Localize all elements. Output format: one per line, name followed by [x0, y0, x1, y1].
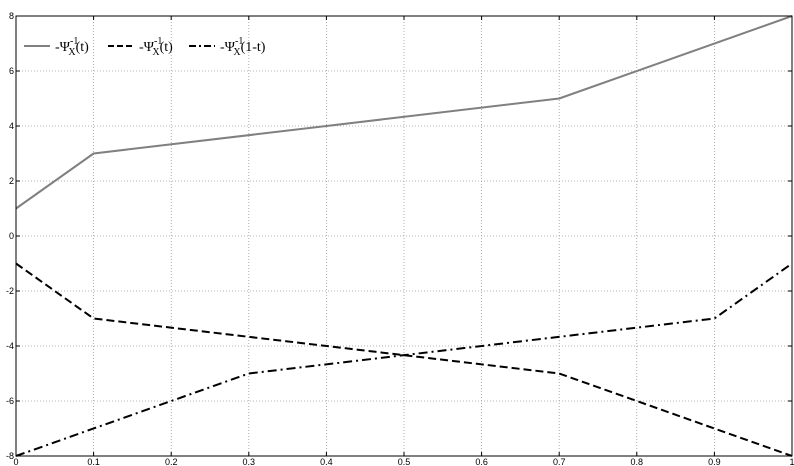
- legend-label-series-1: -Ψ-1 X(t): [55, 36, 89, 58]
- x-tick-label: 0.9: [708, 457, 721, 466]
- grid-lines: [16, 16, 792, 456]
- x-tick-label: 0.5: [398, 457, 411, 466]
- y-tick-label: 6: [9, 66, 14, 76]
- series-line-2: [15, 262, 793, 457]
- x-tick-label: 0.4: [320, 457, 333, 466]
- series-line-1: [15, 15, 793, 210]
- x-tick-label: 0.2: [165, 457, 178, 466]
- x-tick-label: 0: [13, 457, 18, 466]
- series-line-3: [15, 262, 793, 457]
- x-tick-label: 0.7: [553, 457, 566, 466]
- x-tick-label: 1: [789, 457, 794, 466]
- y-tick-label: -6: [6, 396, 14, 406]
- x-tick-label: 0.8: [631, 457, 644, 466]
- x-tick-label: 0.6: [475, 457, 488, 466]
- legend-label-series-3: -Ψ-1 X(1-t): [220, 36, 266, 58]
- y-tick-label: -4: [6, 341, 14, 351]
- x-tick-label: 0.1: [87, 457, 100, 466]
- y-tick-label: -8: [6, 451, 14, 461]
- y-tick-label: 2: [9, 176, 14, 186]
- legend-label-series-2: -Ψ-1 X(t): [139, 36, 173, 58]
- y-tick-label: 0: [9, 231, 14, 241]
- y-tick-label: 4: [9, 121, 14, 131]
- legend: -Ψ-1 X(t) -Ψ-1 X(t) -Ψ-1 X(1-t): [24, 36, 266, 58]
- axis-ticks: 0 0.1 0.2 0.3 0.4 0.5 0.6 0.7 0.8 0.9 1 -8 -6 -4 -2 0 2 4…: [6, 11, 794, 466]
- y-tick-label: -2: [6, 286, 14, 296]
- y-tick-label: 8: [9, 11, 14, 21]
- series-lines: [15, 15, 793, 457]
- x-tick-label: 0.3: [243, 457, 256, 466]
